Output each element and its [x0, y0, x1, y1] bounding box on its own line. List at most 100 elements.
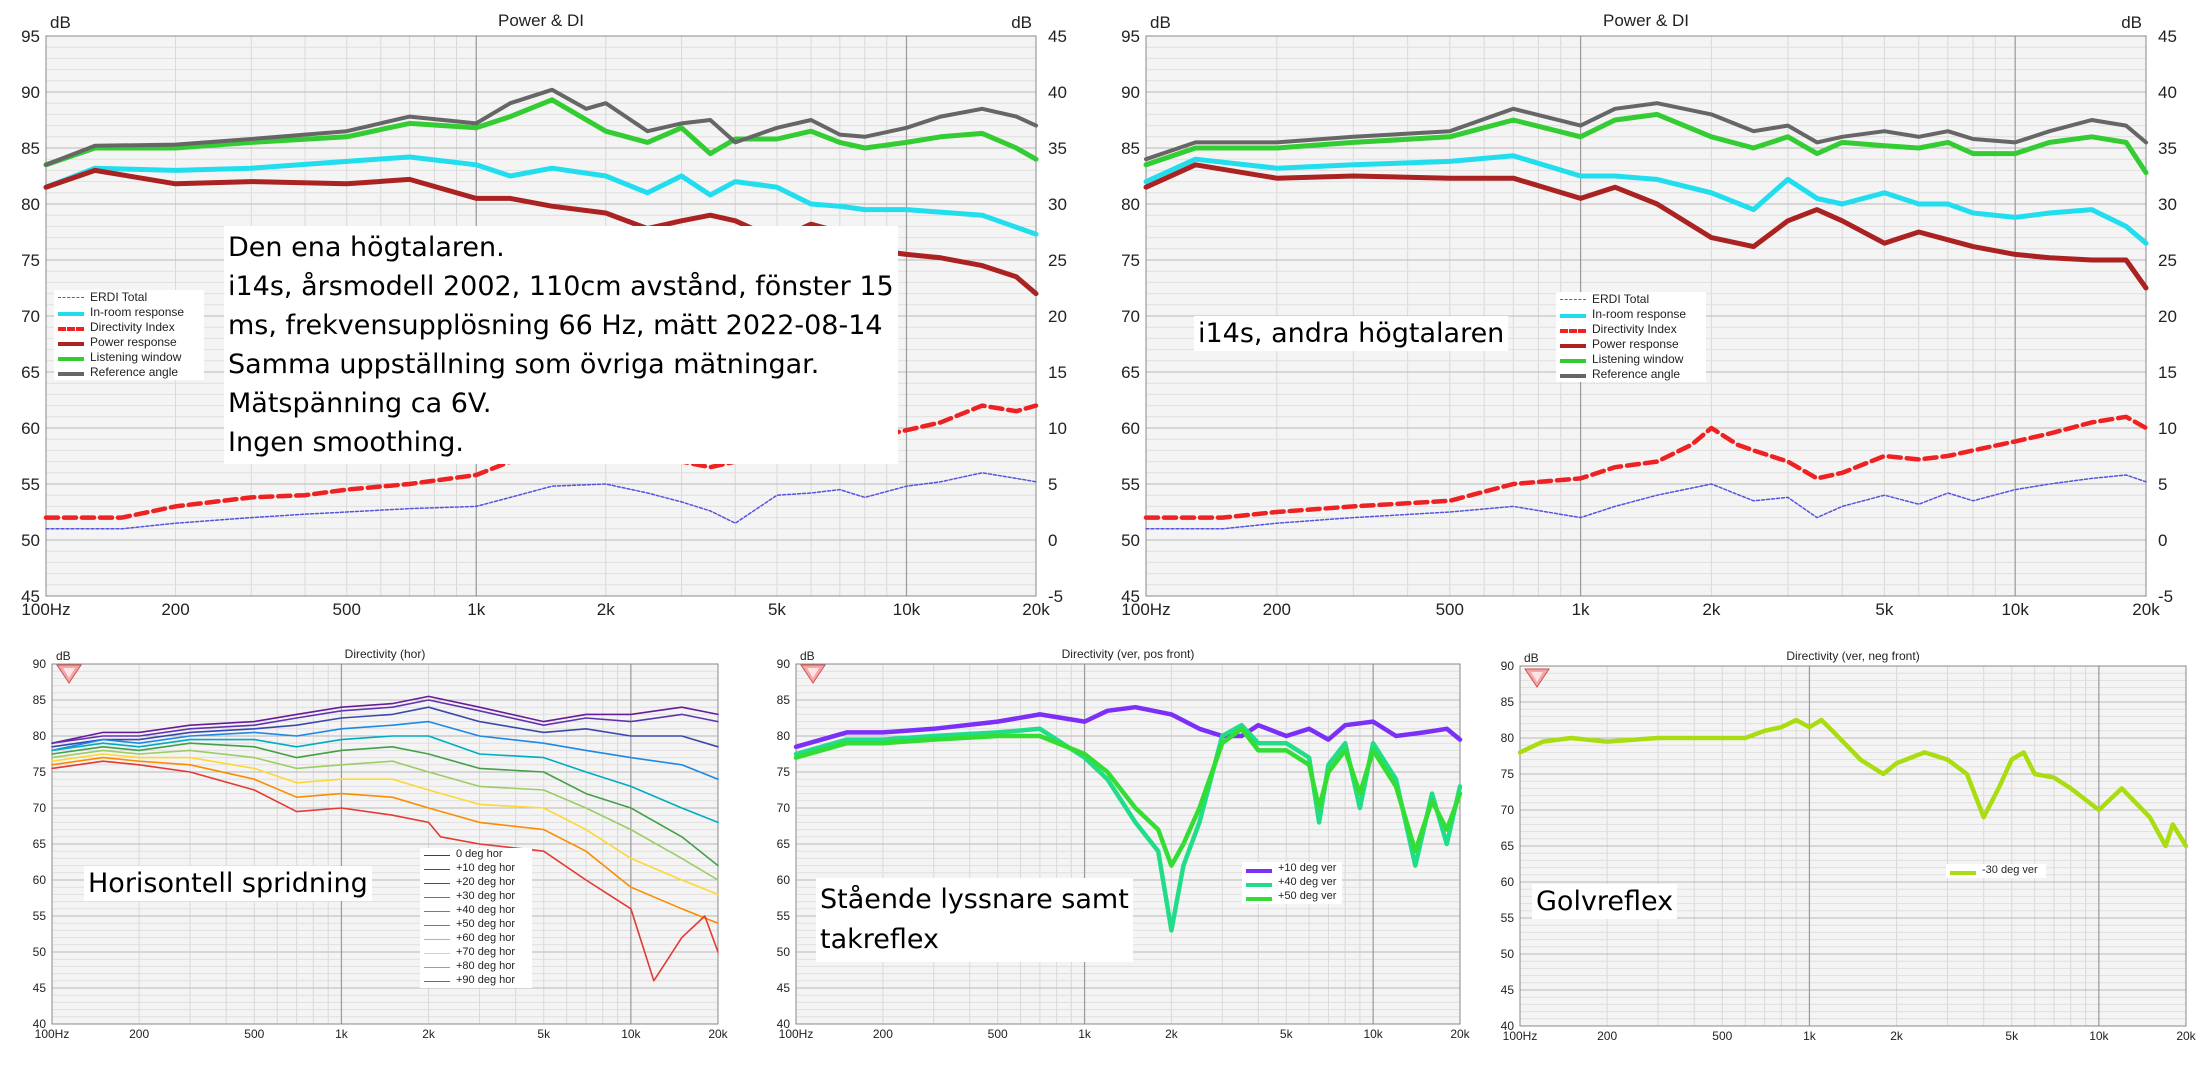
- speaker2-annotation: i14s, andra högtalaren: [1194, 316, 1509, 351]
- legend-label: 0 deg hor: [456, 848, 503, 860]
- y-tick-label-right: 35: [2158, 139, 2177, 158]
- legend-swatch: [1560, 329, 1586, 333]
- y-tick-label-right: 40: [2158, 83, 2177, 102]
- series-line: [1517, 717, 2189, 849]
- legend-swatch: [424, 883, 450, 884]
- y-axis-label: dB: [50, 13, 71, 32]
- x-tick-label: 5k: [768, 600, 786, 619]
- series-line: [1143, 162, 2149, 291]
- x-tick-label: 20k: [1450, 1027, 1470, 1041]
- series-line: [793, 722, 1463, 933]
- legend-directivity-ver-neg: -30 deg ver: [1946, 864, 2046, 878]
- legend-swatch: [424, 855, 450, 856]
- legend-swatch: [1560, 344, 1586, 348]
- x-tick-label: 2k: [1702, 600, 1720, 619]
- legend-label: Reference angle: [1592, 367, 1681, 381]
- x-tick-label: 500: [1436, 600, 1464, 619]
- y-tick-label: 75: [33, 765, 47, 779]
- series-line: [793, 726, 1463, 868]
- series-line: [51, 720, 719, 781]
- legend-item: +30 deg hor: [420, 890, 532, 904]
- y-tick-label-right: 30: [1048, 195, 1067, 214]
- y-tick-label: 90: [1121, 83, 1140, 102]
- legend-item: Reference angle: [1556, 367, 1706, 382]
- legend-label: Reference angle: [90, 365, 179, 379]
- y-tick-label: 60: [777, 873, 791, 887]
- y-tick-label: 60: [1501, 875, 1515, 889]
- x-tick-label: 20k: [708, 1027, 728, 1041]
- y-tick-label: 90: [777, 657, 791, 671]
- legend-swatch: [424, 897, 450, 898]
- y-tick-label: 75: [1501, 767, 1515, 781]
- legend-item: -30 deg ver: [1946, 864, 2046, 878]
- y-tick-label-right: -5: [2158, 587, 2173, 606]
- legend-item: +40 deg hor: [420, 904, 532, 918]
- y-tick-label: 45: [777, 981, 791, 995]
- y-axis-label: dB: [800, 649, 815, 663]
- legend-label: +50 deg ver: [1278, 890, 1337, 902]
- x-tick-label: 100Hz: [35, 1027, 70, 1041]
- chart-title: Power & DI: [498, 11, 584, 30]
- x-tick-label: 2k: [597, 600, 615, 619]
- y-tick-label-right: 5: [1048, 475, 1057, 494]
- legend-item: +40 deg ver: [1242, 876, 1342, 890]
- y-tick-label: 70: [777, 801, 791, 815]
- y-axis-label: dB: [56, 649, 71, 663]
- legend-label: Directivity Index: [90, 320, 175, 334]
- x-tick-label: 200: [161, 600, 189, 619]
- legend-swatch: [424, 911, 450, 912]
- legend-label: +50 deg hor: [456, 918, 516, 930]
- y-tick-label: 55: [777, 909, 791, 923]
- legend-label: Listening window: [90, 350, 182, 364]
- x-tick-label: 10k: [2001, 600, 2029, 619]
- x-tick-label: 500: [333, 600, 361, 619]
- y-tick-label-right: 25: [1048, 251, 1067, 270]
- y-tick-label: 90: [21, 83, 40, 102]
- series-line: [51, 749, 719, 881]
- x-tick-label: 500: [244, 1027, 264, 1041]
- legend-label: +30 deg hor: [456, 890, 516, 902]
- y-tick-label: 50: [777, 945, 791, 959]
- y-tick-label: 40: [777, 1017, 791, 1031]
- plot-frame: [51, 663, 719, 1025]
- x-tick-label: 1k: [1803, 1029, 1817, 1043]
- legend-item: +10 deg hor: [420, 862, 532, 876]
- y-tick-label: 90: [33, 657, 47, 671]
- series-line: [51, 695, 719, 745]
- series-line: [44, 87, 1038, 167]
- chart-title: Directivity (ver, neg front): [1786, 649, 1919, 663]
- x-tick-label: 5k: [2005, 1029, 2019, 1043]
- x-tick-label: 500: [988, 1027, 1008, 1041]
- series-line: [1143, 111, 2149, 176]
- annotation-line: Stående lyssnare samt: [820, 884, 1129, 915]
- legend-swatch: [58, 312, 84, 316]
- y-tick-label: 60: [1121, 419, 1140, 438]
- x-tick-label: 500: [1712, 1029, 1732, 1043]
- x-tick-label: 100Hz: [21, 600, 70, 619]
- legend-swatch: [1560, 299, 1586, 300]
- y-axis-label: dB: [1150, 13, 1171, 32]
- x-tick-label: 20k: [1022, 600, 1050, 619]
- series-line: [51, 753, 719, 896]
- x-tick-label: 20k: [2132, 600, 2160, 619]
- y-tick-label: 80: [1501, 731, 1515, 745]
- legend-label: In-room response: [90, 305, 185, 319]
- y-tick-label: 70: [33, 801, 47, 815]
- legend-item: In-room response: [54, 305, 204, 320]
- x-tick-label: 20k: [2176, 1029, 2196, 1043]
- legend-item: +90 deg hor: [420, 974, 532, 988]
- legend-label: Power response: [1592, 337, 1679, 351]
- logo-icon: [1524, 668, 1550, 688]
- y-axis-label: dB: [1524, 651, 1539, 665]
- vertical-pos-annotation: Stående lyssnare samt takreflex: [816, 878, 1133, 962]
- y-tick-label-right: 10: [1048, 419, 1067, 438]
- y-tick-label-right: 30: [2158, 195, 2177, 214]
- y-tick-label: 65: [1121, 363, 1140, 382]
- series-line: [1143, 153, 2149, 246]
- legend-item: ERDI Total: [54, 290, 204, 305]
- y-axis-label-right: dB: [1011, 13, 1032, 32]
- chart-title: Directivity (hor): [345, 647, 426, 661]
- legend-item: +70 deg hor: [420, 946, 532, 960]
- y-tick-label: 50: [21, 531, 40, 550]
- y-tick-label: 80: [1121, 195, 1140, 214]
